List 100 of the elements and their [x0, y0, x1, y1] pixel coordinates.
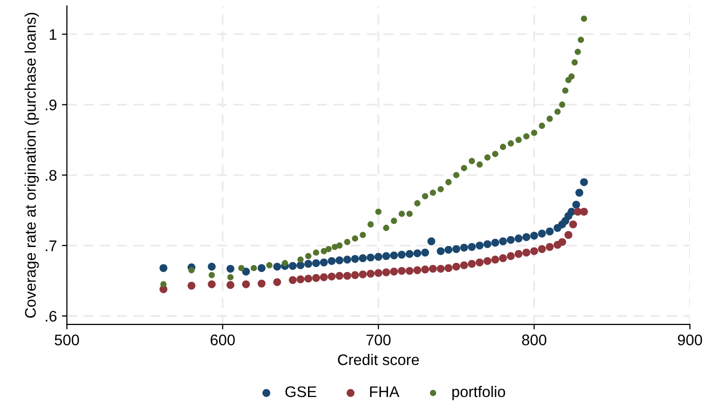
point [382, 252, 390, 260]
point [344, 238, 350, 246]
point [558, 238, 566, 246]
point [312, 249, 320, 256]
x-axis-title: Credit score [338, 354, 419, 366]
point [492, 150, 498, 158]
point [444, 246, 452, 254]
point [522, 233, 530, 242]
point [266, 262, 272, 268]
point [452, 245, 460, 253]
point [304, 260, 312, 268]
point [297, 256, 304, 263]
y-tick-label: 1 [50, 29, 56, 40]
point [390, 268, 398, 276]
point [188, 282, 196, 290]
point [499, 237, 507, 246]
point [572, 59, 578, 66]
point [468, 158, 475, 164]
y-tick-label: .7 [46, 240, 56, 252]
point [569, 220, 578, 228]
point [436, 247, 445, 256]
point [438, 186, 444, 192]
point [476, 161, 483, 168]
x-tick-label: 500 [54, 334, 80, 346]
point [406, 210, 413, 217]
point [427, 237, 436, 246]
point [452, 262, 460, 271]
point [500, 144, 506, 150]
x-tick-label: 800 [522, 334, 546, 346]
point [523, 133, 530, 140]
point [546, 243, 554, 251]
point [360, 232, 366, 238]
point [258, 280, 266, 288]
point [546, 228, 554, 236]
point [226, 264, 234, 273]
point [242, 268, 250, 276]
point [568, 73, 575, 80]
point [282, 260, 288, 266]
point [288, 262, 297, 270]
point [398, 210, 405, 217]
point [580, 208, 588, 216]
point [460, 244, 468, 252]
point [296, 275, 304, 284]
x-tick-label: 900 [678, 334, 702, 346]
point [375, 208, 382, 215]
point [430, 190, 436, 196]
point [312, 274, 320, 282]
point [398, 266, 406, 275]
point [160, 264, 168, 272]
point [530, 247, 538, 256]
point [160, 281, 167, 288]
point [491, 256, 500, 264]
point [453, 172, 460, 178]
point [564, 231, 572, 239]
point [352, 235, 358, 242]
point [468, 243, 476, 251]
point [398, 250, 406, 259]
point [351, 254, 359, 263]
x-tick-label: 600 [210, 334, 235, 346]
point [514, 250, 523, 258]
point [413, 266, 422, 274]
point [422, 193, 428, 200]
point [208, 272, 215, 278]
y-axis-title: Coverage rate at origination (purchase loans) [24, 12, 39, 318]
point [366, 270, 375, 278]
point [336, 272, 344, 280]
point [320, 258, 328, 266]
point [250, 264, 257, 272]
point [445, 179, 452, 186]
legend-label: portfolio [452, 386, 506, 400]
point [499, 254, 507, 262]
point [304, 274, 312, 283]
point [436, 264, 445, 273]
y-tick-label: .8 [46, 170, 56, 181]
point [366, 254, 375, 262]
point [188, 267, 195, 274]
point [580, 16, 588, 22]
point [484, 154, 491, 161]
point [208, 280, 216, 288]
point [460, 164, 468, 172]
point [227, 274, 234, 280]
x-tick-label: 700 [366, 334, 391, 346]
point [305, 252, 312, 260]
y-tick-label: .6 [46, 310, 56, 322]
point [296, 261, 304, 270]
point [368, 221, 374, 228]
point [320, 273, 328, 282]
point [515, 136, 522, 143]
legend-label: GSE [285, 386, 316, 398]
point [358, 254, 367, 262]
point [444, 264, 452, 272]
point [572, 200, 580, 209]
point [508, 140, 514, 146]
point [374, 252, 382, 261]
point [358, 270, 367, 278]
point [460, 261, 468, 270]
point [554, 108, 561, 115]
point [522, 248, 530, 256]
point [343, 256, 352, 264]
point [514, 234, 523, 242]
